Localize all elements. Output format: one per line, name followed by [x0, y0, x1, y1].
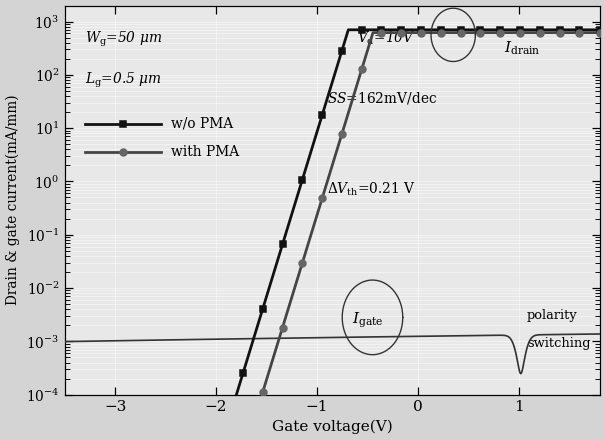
Y-axis label: Drain & gate current(mA/mm): Drain & gate current(mA/mm): [5, 95, 20, 305]
Text: polarity: polarity: [527, 309, 578, 323]
Text: w/o PMA: w/o PMA: [171, 117, 233, 131]
Text: with PMA: with PMA: [171, 146, 239, 159]
Text: $\Delta V_{\rm th}$=0.21 V: $\Delta V_{\rm th}$=0.21 V: [327, 180, 416, 198]
Text: $I_{\rm gate}$: $I_{\rm gate}$: [352, 311, 384, 330]
Text: $W_{\rm g}$=50 μm: $W_{\rm g}$=50 μm: [85, 30, 162, 49]
Text: $I_{\rm drain}$: $I_{\rm drain}$: [503, 39, 540, 57]
Text: $V_{\rm d}$=10V: $V_{\rm d}$=10V: [358, 30, 416, 47]
Text: switching: switching: [527, 337, 590, 350]
X-axis label: Gate voltage(V): Gate voltage(V): [272, 420, 393, 435]
Text: $L_{\rm g}$=0.5 μm: $L_{\rm g}$=0.5 μm: [85, 71, 162, 90]
Text: $SS$=162mV/dec: $SS$=162mV/dec: [327, 90, 437, 106]
